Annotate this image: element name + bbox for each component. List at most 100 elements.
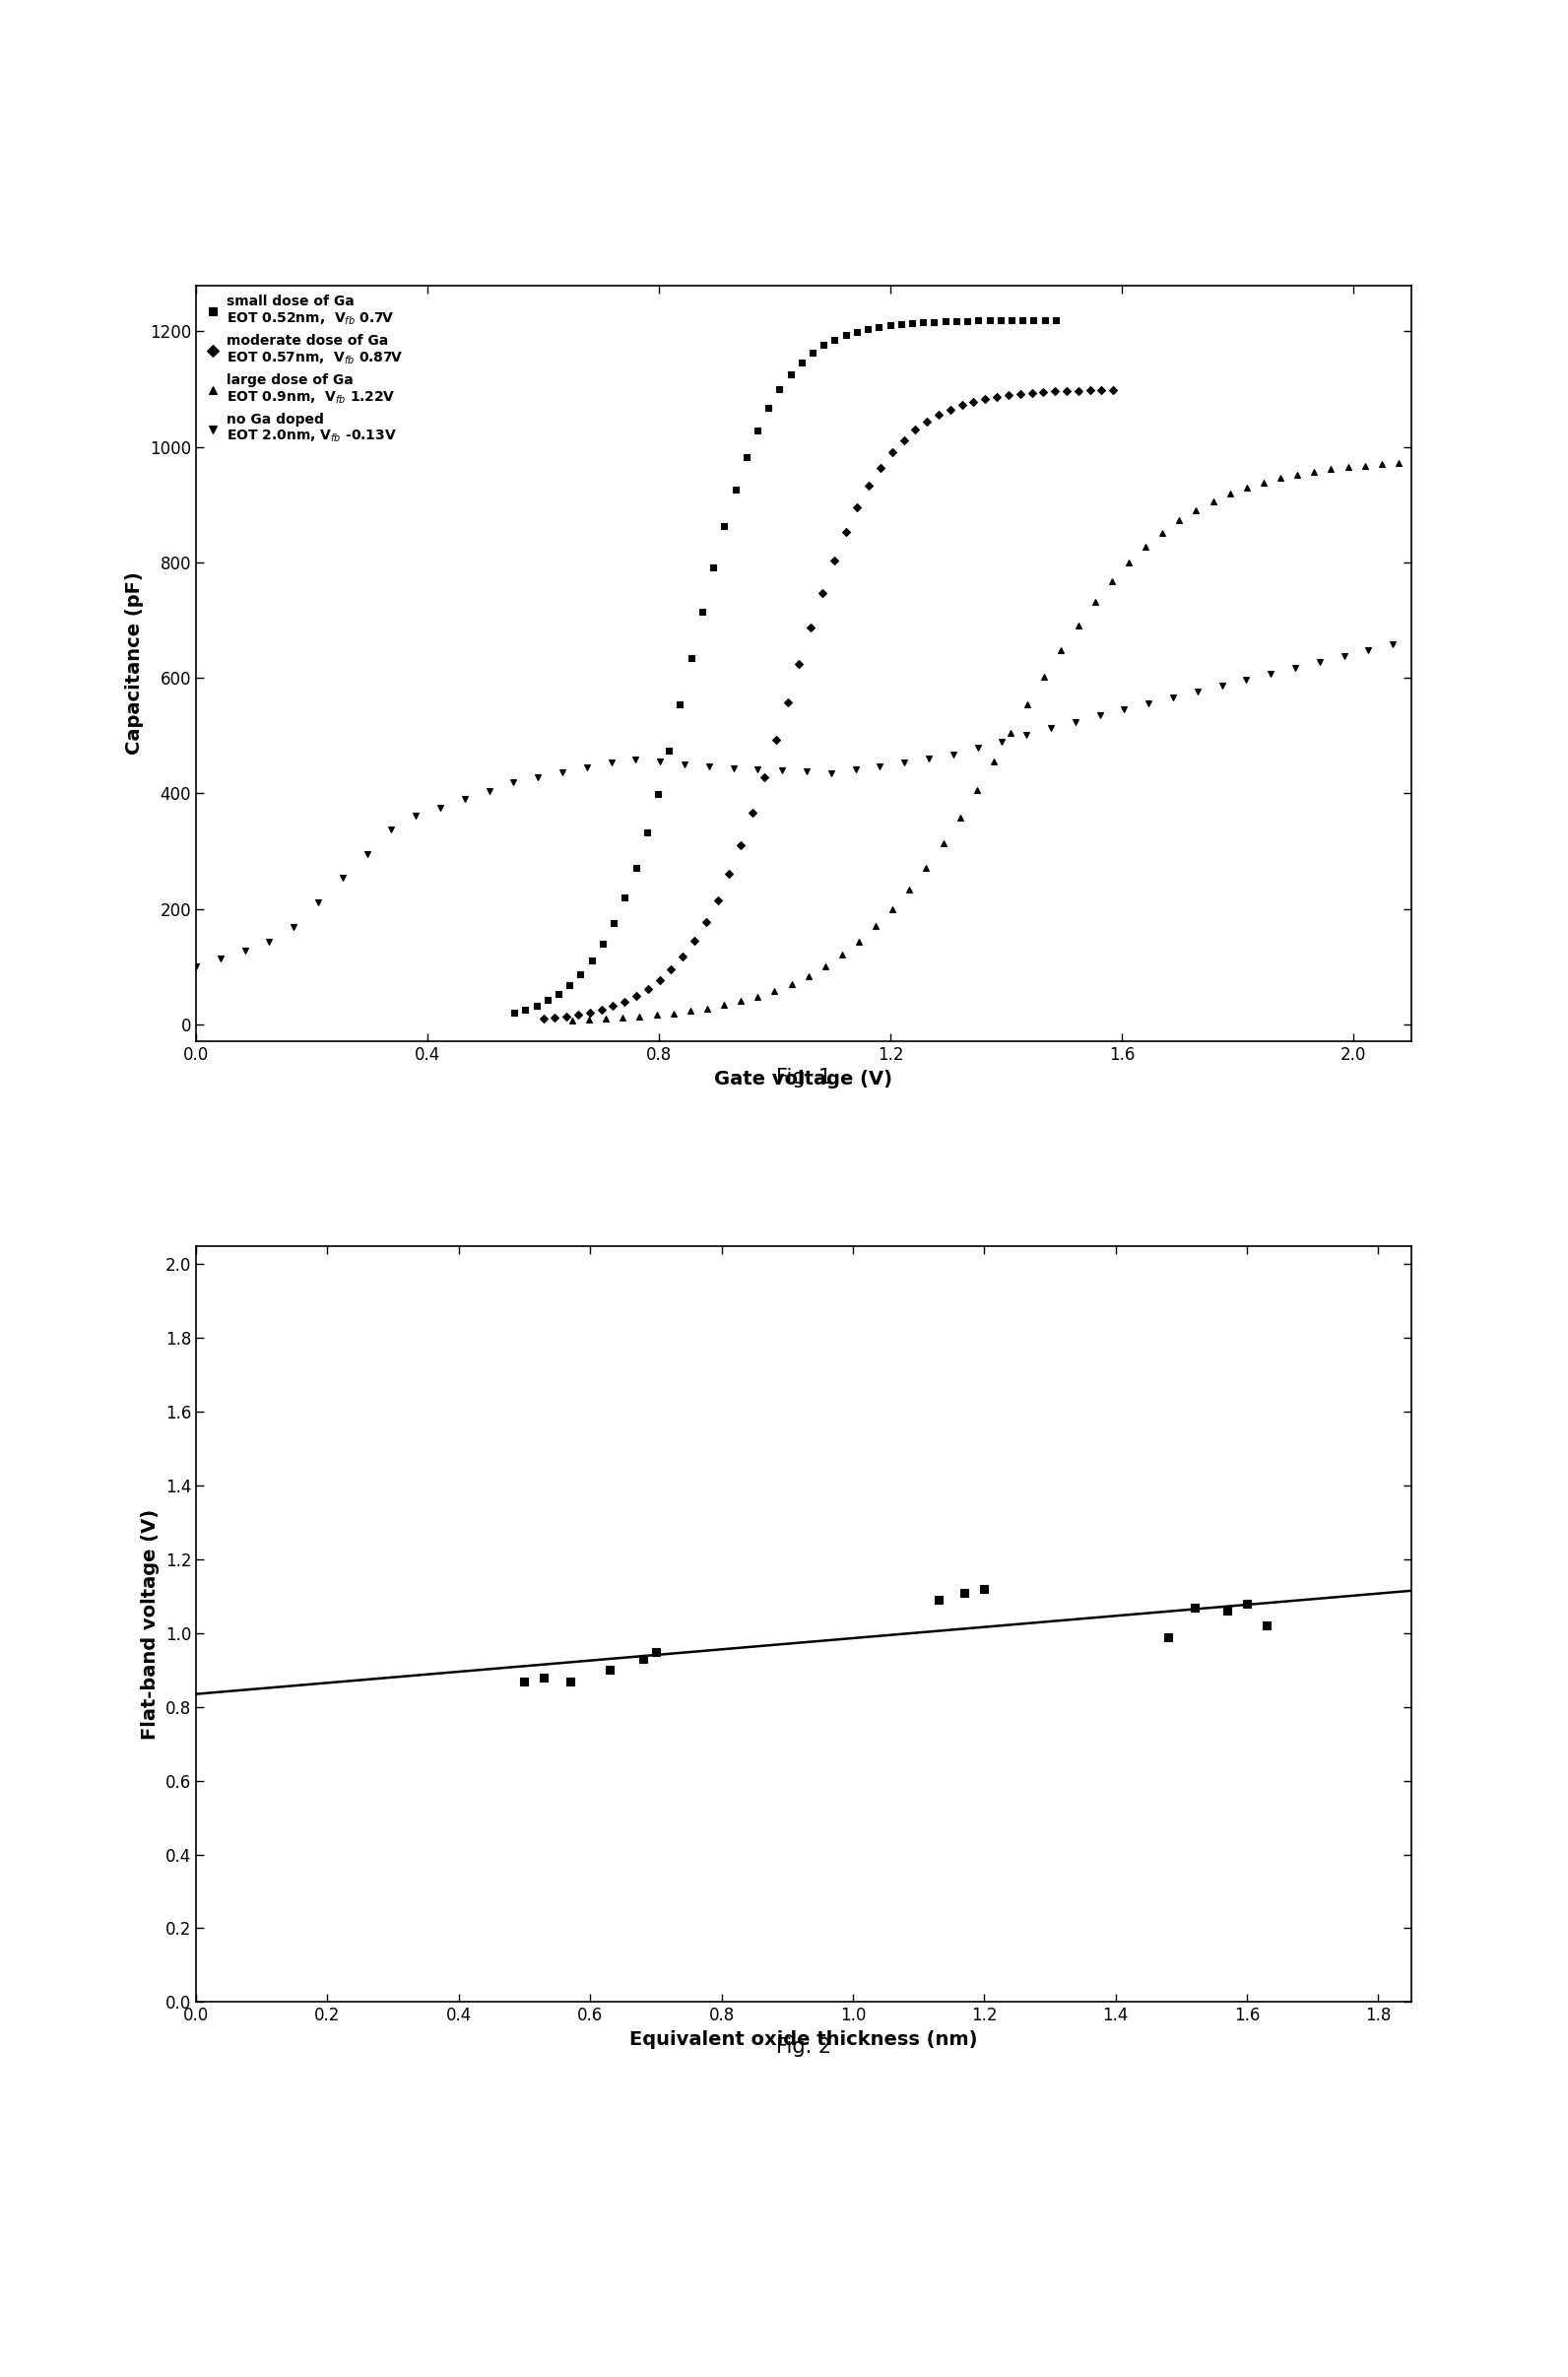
no Ga doped
EOT 2.0nm, V$_{fb}$ -0.13V (1090, 701, 1109, 730)
small dose of Ga
EOT 0.52nm,  V$_{fb}$ 0.7V (881, 311, 900, 340)
large dose of Ga
EOT 0.9nm,  V$_{fb}$ 1.22V (1069, 611, 1088, 639)
small dose of Ga
EOT 0.52nm,  V$_{fb}$ 0.7V (958, 307, 977, 335)
large dose of Ga
EOT 0.9nm,  V$_{fb}$ 1.22V (1035, 663, 1054, 692)
small dose of Ga
EOT 0.52nm,  V$_{fb}$ 0.7V (858, 314, 877, 342)
moderate dose of Ga
EOT 0.57nm,  V$_{fb}$ 0.87V (743, 799, 762, 827)
no Ga doped
EOT 2.0nm, V$_{fb}$ -0.13V (1018, 720, 1036, 749)
small dose of Ga
EOT 0.52nm,  V$_{fb}$ 0.7V (527, 991, 546, 1020)
small dose of Ga
EOT 0.52nm,  V$_{fb}$ 0.7V (1035, 307, 1054, 335)
moderate dose of Ga
EOT 0.57nm,  V$_{fb}$ 0.87V (778, 687, 797, 715)
large dose of Ga
EOT 0.9nm,  V$_{fb}$ 1.22V (563, 1005, 582, 1034)
small dose of Ga
EOT 0.52nm,  V$_{fb}$ 0.7V (892, 309, 911, 338)
small dose of Ga
EOT 0.52nm,  V$_{fb}$ 0.7V (814, 330, 833, 359)
moderate dose of Ga
EOT 0.57nm,  V$_{fb}$ 0.87V (662, 956, 681, 984)
small dose of Ga
EOT 0.52nm,  V$_{fb}$ 0.7V (660, 737, 679, 765)
no Ga doped
EOT 2.0nm, V$_{fb}$ -0.13V (1212, 670, 1231, 699)
moderate dose of Ga
EOT 0.57nm,  V$_{fb}$ 0.87V (1080, 376, 1099, 404)
large dose of Ga
EOT 0.9nm,  V$_{fb}$ 1.22V (630, 1003, 649, 1032)
no Ga doped
EOT 2.0nm, V$_{fb}$ -0.13V (577, 754, 596, 782)
small dose of Ga
EOT 0.52nm,  V$_{fb}$ 0.7V (925, 307, 944, 335)
small dose of Ga
EOT 0.52nm,  V$_{fb}$ 0.7V (825, 326, 844, 354)
large dose of Ga
EOT 0.9nm,  V$_{fb}$ 1.22V (648, 1001, 666, 1029)
moderate dose of Ga
EOT 0.57nm,  V$_{fb}$ 0.87V (988, 383, 1007, 411)
small dose of Ga
EOT 0.52nm,  V$_{fb}$ 0.7V (1002, 307, 1021, 335)
small dose of Ga
EOT 0.52nm,  V$_{fb}$ 0.7V (1046, 307, 1065, 335)
moderate dose of Ga
EOT 0.57nm,  V$_{fb}$ 0.87V (696, 908, 715, 937)
small dose of Ga
EOT 0.52nm,  V$_{fb}$ 0.7V (615, 884, 633, 913)
moderate dose of Ga
EOT 0.57nm,  V$_{fb}$ 0.87V (685, 927, 704, 956)
Text: Fig. 1: Fig. 1 (776, 1067, 831, 1089)
small dose of Ga
EOT 0.52nm,  V$_{fb}$ 0.7V (582, 946, 601, 975)
large dose of Ga
EOT 0.9nm,  V$_{fb}$ 1.22V (580, 1005, 599, 1034)
large dose of Ga
EOT 0.9nm,  V$_{fb}$ 1.22V (698, 994, 717, 1022)
large dose of Ga
EOT 0.9nm,  V$_{fb}$ 1.22V (1237, 473, 1256, 502)
small dose of Ga
EOT 0.52nm,  V$_{fb}$ 0.7V (1024, 307, 1043, 335)
large dose of Ga
EOT 0.9nm,  V$_{fb}$ 1.22V (866, 913, 884, 941)
moderate dose of Ga
EOT 0.57nm,  V$_{fb}$ 0.87V (533, 1005, 552, 1034)
no Ga doped
EOT 2.0nm, V$_{fb}$ -0.13V (260, 927, 279, 956)
Y-axis label: Flat-band voltage (V): Flat-band voltage (V) (141, 1509, 160, 1740)
no Ga doped
EOT 2.0nm, V$_{fb}$ -0.13V (505, 768, 524, 796)
large dose of Ga
EOT 0.9nm,  V$_{fb}$ 1.22V (765, 977, 784, 1005)
no Ga doped
EOT 2.0nm, V$_{fb}$ -0.13V (528, 763, 547, 792)
moderate dose of Ga
EOT 0.57nm,  V$_{fb}$ 0.87V (975, 385, 994, 414)
small dose of Ga
EOT 0.52nm,  V$_{fb}$ 0.7V (836, 321, 855, 349)
X-axis label: Equivalent oxide thickness (nm): Equivalent oxide thickness (nm) (629, 2030, 978, 2049)
no Ga doped
EOT 2.0nm, V$_{fb}$ -0.13V (406, 801, 425, 830)
no Ga doped
EOT 2.0nm, V$_{fb}$ -0.13V (309, 889, 328, 918)
moderate dose of Ga
EOT 0.57nm,  V$_{fb}$ 0.87V (872, 454, 891, 483)
moderate dose of Ga
EOT 0.57nm,  V$_{fb}$ 0.87V (941, 395, 960, 423)
moderate dose of Ga
EOT 0.57nm,  V$_{fb}$ 0.87V (1069, 376, 1088, 404)
large dose of Ga
EOT 0.9nm,  V$_{fb}$ 1.22V (1339, 454, 1358, 483)
no Ga doped
EOT 2.0nm, V$_{fb}$ -0.13V (651, 746, 670, 775)
large dose of Ga
EOT 0.9nm,  V$_{fb}$ 1.22V (1355, 452, 1374, 480)
no Ga doped
EOT 2.0nm, V$_{fb}$ -0.13V (1261, 661, 1279, 689)
Line: large dose of Ga
EOT 0.9nm,  V$_{fb}$ 1.22V: large dose of Ga EOT 0.9nm, V$_{fb}$ 1.2… (569, 461, 1402, 1022)
no Ga doped
EOT 2.0nm, V$_{fb}$ -0.13V (822, 758, 840, 787)
no Ga doped
EOT 2.0nm, V$_{fb}$ -0.13V (332, 863, 351, 891)
no Ga doped
EOT 2.0nm, V$_{fb}$ -0.13V (967, 734, 986, 763)
moderate dose of Ga
EOT 0.57nm,  V$_{fb}$ 0.87V (1022, 378, 1041, 406)
large dose of Ga
EOT 0.9nm,  V$_{fb}$ 1.22V (1002, 718, 1021, 746)
no Ga doped
EOT 2.0nm, V$_{fb}$ -0.13V (1237, 666, 1256, 694)
Line: no Ga doped
EOT 2.0nm, V$_{fb}$ -0.13V: no Ga doped EOT 2.0nm, V$_{fb}$ -0.13V (193, 642, 1396, 970)
no Ga doped
EOT 2.0nm, V$_{fb}$ -0.13V (1140, 689, 1159, 718)
moderate dose of Ga
EOT 0.57nm,  V$_{fb}$ 0.87V (557, 1003, 575, 1032)
small dose of Ga
EOT 0.52nm,  V$_{fb}$ 0.7V (626, 853, 644, 882)
no Ga doped
EOT 2.0nm, V$_{fb}$ -0.13V (1041, 713, 1060, 742)
no Ga doped
EOT 2.0nm, V$_{fb}$ -0.13V (870, 751, 889, 780)
moderate dose of Ga
EOT 0.57nm,  V$_{fb}$ 0.87V (651, 965, 670, 994)
no Ga doped
EOT 2.0nm, V$_{fb}$ -0.13V (895, 749, 914, 777)
Line: small dose of Ga
EOT 0.52nm,  V$_{fb}$ 0.7V: small dose of Ga EOT 0.52nm, V$_{fb}$ 0.… (511, 316, 1058, 1015)
no Ga doped
EOT 2.0nm, V$_{fb}$ -0.13V (944, 739, 963, 768)
moderate dose of Ga
EOT 0.57nm,  V$_{fb}$ 0.87V (836, 518, 855, 547)
no Ga doped
EOT 2.0nm, V$_{fb}$ -0.13V (1359, 637, 1378, 666)
large dose of Ga
EOT 0.9nm,  V$_{fb}$ 1.22V (815, 951, 834, 979)
small dose of Ga
EOT 0.52nm,  V$_{fb}$ 0.7V (671, 689, 690, 718)
large dose of Ga
EOT 0.9nm,  V$_{fb}$ 1.22V (833, 941, 851, 970)
no Ga doped
EOT 2.0nm, V$_{fb}$ -0.13V (1334, 642, 1353, 670)
moderate dose of Ga
EOT 0.57nm,  V$_{fb}$ 0.87V (1091, 376, 1110, 404)
small dose of Ga
EOT 0.52nm,  V$_{fb}$ 0.7V (980, 307, 999, 335)
large dose of Ga
EOT 0.9nm,  V$_{fb}$ 1.22V (1170, 506, 1189, 535)
small dose of Ga
EOT 0.52nm,  V$_{fb}$ 0.7V (748, 416, 767, 444)
small dose of Ga
EOT 0.52nm,  V$_{fb}$ 0.7V (649, 780, 668, 808)
small dose of Ga
EOT 0.52nm,  V$_{fb}$ 0.7V (870, 311, 889, 340)
no Ga doped
EOT 2.0nm, V$_{fb}$ -0.13V (554, 758, 572, 787)
no Ga doped
EOT 2.0nm, V$_{fb}$ -0.13V (602, 749, 621, 777)
moderate dose of Ga
EOT 0.57nm,  V$_{fb}$ 0.87V (825, 547, 844, 575)
moderate dose of Ga
EOT 0.57nm,  V$_{fb}$ 0.87V (580, 998, 599, 1027)
moderate dose of Ga
EOT 0.57nm,  V$_{fb}$ 0.87V (709, 887, 728, 915)
no Ga doped
EOT 2.0nm, V$_{fb}$ -0.13V (1066, 708, 1085, 737)
small dose of Ga
EOT 0.52nm,  V$_{fb}$ 0.7V (682, 644, 701, 673)
no Ga doped
EOT 2.0nm, V$_{fb}$ -0.13V (1163, 682, 1182, 711)
large dose of Ga
EOT 0.9nm,  V$_{fb}$ 1.22V (748, 982, 767, 1010)
moderate dose of Ga
EOT 0.57nm,  V$_{fb}$ 0.87V (859, 471, 878, 499)
no Ga doped
EOT 2.0nm, V$_{fb}$ -0.13V (1115, 694, 1134, 723)
large dose of Ga
EOT 0.9nm,  V$_{fb}$ 1.22V (1372, 449, 1391, 478)
moderate dose of Ga
EOT 0.57nm,  V$_{fb}$ 0.87V (732, 830, 751, 858)
moderate dose of Ga
EOT 0.57nm,  V$_{fb}$ 0.87V (1011, 380, 1030, 409)
large dose of Ga
EOT 0.9nm,  V$_{fb}$ 1.22V (850, 927, 869, 956)
moderate dose of Ga
EOT 0.57nm,  V$_{fb}$ 0.87V (812, 578, 831, 606)
large dose of Ga
EOT 0.9nm,  V$_{fb}$ 1.22V (985, 746, 1004, 775)
